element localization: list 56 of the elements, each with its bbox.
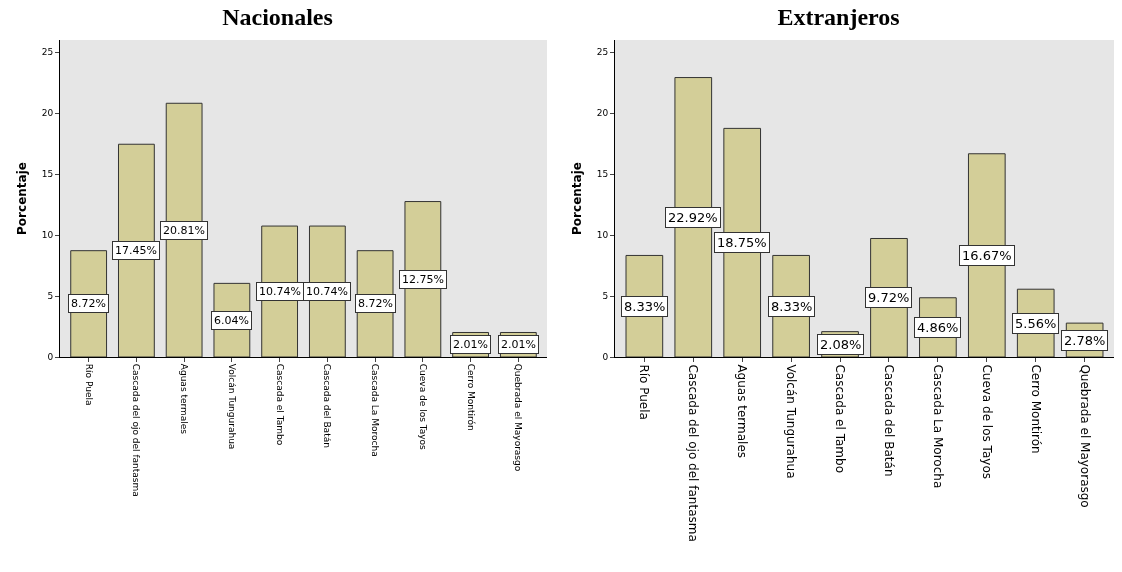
y-tick-label: 20 [41, 108, 54, 119]
data-label: 4.86% [917, 320, 959, 335]
y-tick-label: 0 [47, 352, 54, 363]
data-label: 16.67% [962, 248, 1012, 263]
data-label: 6.04% [214, 314, 249, 327]
x-tick-label: Cascada el Tambo [274, 363, 285, 446]
x-tick-label: Quebrada el Mayorasgo [1077, 364, 1092, 508]
y-tick-label: 10 [596, 230, 609, 241]
y-tick-label: 25 [596, 47, 609, 58]
x-tick-label: Cascada La Morocha [930, 364, 945, 489]
data-label: 2.08% [820, 337, 862, 352]
x-tick-label: Cerro Montirón [465, 363, 476, 431]
data-label: 10.74% [259, 285, 301, 298]
y-tick-label: 5 [47, 291, 54, 302]
data-label: 2.78% [1064, 333, 1106, 348]
data-label: 10.74% [306, 285, 348, 298]
x-tick-label: Cueva de los Tayos [979, 364, 994, 479]
y-axis-title: Porcentaje [570, 162, 584, 235]
x-tick-label: Río Puela [83, 363, 94, 406]
x-tick-label: Río Puela [637, 364, 652, 420]
x-tick-label: Cascada del ojo del fantasma [686, 364, 701, 542]
x-tick-label: Cascada La Morocha [370, 363, 381, 457]
data-label: 8.33% [771, 299, 813, 314]
data-label: 5.56% [1015, 316, 1057, 331]
data-label: 22.92% [668, 210, 718, 225]
data-label: 2.01% [501, 338, 536, 351]
x-tick-label: Cascada el Tambo [833, 364, 848, 474]
x-tick-label: Volcán Tungurahua [784, 364, 799, 479]
x-tick-label: Cascada del Batán [322, 363, 333, 448]
data-label: 17.45% [115, 244, 157, 257]
y-tick-label: 10 [41, 230, 54, 241]
y-tick-label: 5 [602, 291, 609, 302]
y-tick-label: 20 [596, 108, 609, 119]
y-axis-title: Porcentaje [15, 162, 29, 235]
data-label: 9.72% [868, 290, 910, 305]
data-label: 8.72% [71, 297, 106, 310]
data-label: 8.72% [358, 297, 393, 310]
x-tick-label: Quebrada el Mayorasgo [513, 363, 524, 472]
y-tick-label: 15 [596, 169, 609, 180]
data-label: 2.01% [453, 338, 488, 351]
y-tick-label: 0 [602, 352, 609, 363]
y-tick-label: 25 [41, 47, 54, 58]
x-tick-label: Cascada del ojo del fantasma [131, 363, 142, 497]
x-tick-label: Aguas termales [735, 364, 750, 459]
data-label: 18.75% [717, 235, 767, 250]
data-label: 8.33% [624, 299, 666, 314]
data-label: 12.75% [402, 273, 444, 286]
chart-title: Extranjeros [777, 4, 900, 31]
y-tick-label: 15 [41, 169, 54, 180]
chart-title: Nacionales [222, 4, 333, 31]
data-label: 20.81% [163, 224, 205, 237]
x-tick-label: Cascada del Batán [882, 364, 897, 477]
x-tick-label: Aguas termales [179, 363, 190, 435]
x-tick-label: Volcán Tungurahua [226, 363, 237, 450]
x-tick-label: Cueva de los Tayos [417, 363, 428, 451]
x-tick-label: Cerro Montirón [1028, 364, 1043, 454]
